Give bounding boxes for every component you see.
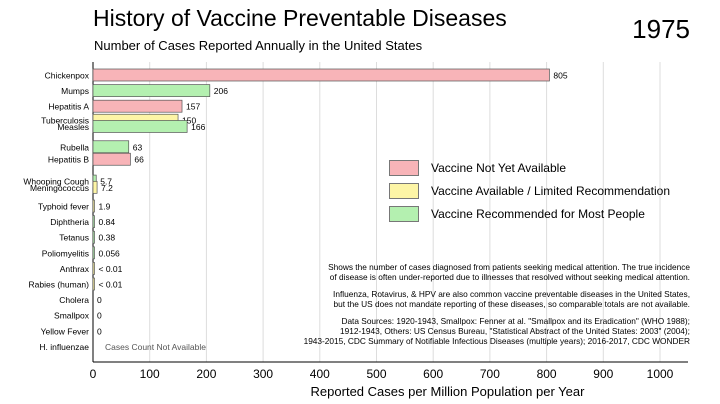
x-tick-label: 200 <box>196 367 216 381</box>
data-label: 0 <box>97 295 102 305</box>
bar <box>92 215 95 228</box>
bar <box>92 68 550 82</box>
category-label: Cholera <box>59 295 89 305</box>
data-label: 166 <box>191 122 205 132</box>
x-tick-label: 700 <box>480 367 500 381</box>
data-label: 5.7 <box>100 177 112 187</box>
bar <box>92 180 98 194</box>
bar <box>92 152 131 166</box>
legend-item-recommended: Vaccine Recommended for Most People <box>389 202 670 225</box>
category-label: Yellow Fever <box>41 326 90 336</box>
category-label: Mumps <box>61 86 89 96</box>
legend-item-limited: Vaccine Available / Limited Recommendati… <box>389 179 670 202</box>
category-label: Anthrax <box>60 264 90 274</box>
category-label: Hepatitis B <box>48 155 89 165</box>
x-tick-label: 100 <box>140 367 160 381</box>
note-reporting: Shows the number of cases diagnosed from… <box>328 262 690 283</box>
x-tick-label: 0 <box>90 367 97 381</box>
category-label: Diphtheria <box>50 217 89 227</box>
bar <box>92 140 130 154</box>
x-tick-label: 800 <box>537 367 557 381</box>
data-label: < 0.01 <box>99 264 123 274</box>
chart-title: History of Vaccine Preventable Diseases <box>93 5 507 31</box>
category-label: Smallpox <box>54 311 90 321</box>
data-label: 0.056 <box>99 248 121 258</box>
data-label: < 0.01 <box>99 280 123 290</box>
legend-label: Vaccine Available / Limited Recommendati… <box>431 183 671 198</box>
data-label: 206 <box>214 86 228 96</box>
x-tick-label: 600 <box>423 367 443 381</box>
bar <box>92 120 188 133</box>
chart-subtitle: Number of Cases Reported Annually in the… <box>94 38 423 53</box>
notes: Shows the number of cases diagnosed from… <box>270 262 690 353</box>
legend-label: Vaccine Recommended for Most People <box>431 206 645 221</box>
data-label: 66 <box>134 155 144 165</box>
category-label: Meningococcus <box>30 183 89 193</box>
bar <box>92 277 95 291</box>
x-tick-label: 900 <box>593 367 613 381</box>
data-label: 7.2 <box>101 183 113 193</box>
legend-swatch-not-available <box>389 159 419 176</box>
legend-swatch-limited <box>389 182 419 199</box>
legend: Vaccine Not Yet Available Vaccine Availa… <box>389 156 670 225</box>
data-label: 805 <box>553 71 567 81</box>
x-tick-label: 500 <box>366 367 386 381</box>
legend-label: Vaccine Not Yet Available <box>431 160 566 175</box>
data-label: 1.9 <box>99 202 111 212</box>
category-label: Tetanus <box>59 233 89 243</box>
x-tick-label: 300 <box>253 367 273 381</box>
bar <box>92 84 211 97</box>
note-other-diseases: Influenza, Rotavirus, & HPV are also com… <box>333 288 690 310</box>
data-label: 0.38 <box>99 233 116 243</box>
x-tick-label: 400 <box>310 367 330 381</box>
category-label: Typhoid fever <box>38 202 89 212</box>
year-label: 1975 <box>632 14 690 44</box>
data-label: 150 <box>182 116 196 126</box>
bar <box>92 262 95 275</box>
category-label: Measles <box>57 122 89 132</box>
category-label: Whooping Cough <box>23 177 89 187</box>
legend-swatch-recommended <box>389 205 419 222</box>
data-label: 63 <box>133 142 143 152</box>
category-label: Hepatitis A <box>48 102 89 112</box>
category-label: H. influenzae <box>39 342 89 352</box>
bar <box>92 199 95 213</box>
data-label: Cases Count Not Available <box>105 342 206 352</box>
data-label: 0 <box>97 326 102 336</box>
bar <box>92 230 95 244</box>
category-label: Rabies (human) <box>29 280 90 290</box>
category-label: Tuberculosis <box>41 116 89 126</box>
legend-item-not-available: Vaccine Not Yet Available <box>389 156 670 179</box>
bar <box>92 99 183 113</box>
data-label: 0 <box>97 311 102 321</box>
category-label: Rubella <box>60 142 89 152</box>
category-label: Chickenpox <box>45 71 90 81</box>
x-axis-label: Reported Cases per Million Population pe… <box>310 384 585 399</box>
note-sources: Data Sources: 1920-1943, Smallpox: Fenne… <box>303 315 690 347</box>
category-label: Poliomyelitis <box>42 248 89 258</box>
data-label: 157 <box>186 102 200 112</box>
x-tick-label: 1000 <box>647 367 674 381</box>
bar <box>92 246 95 260</box>
data-label: 0.84 <box>99 217 116 227</box>
